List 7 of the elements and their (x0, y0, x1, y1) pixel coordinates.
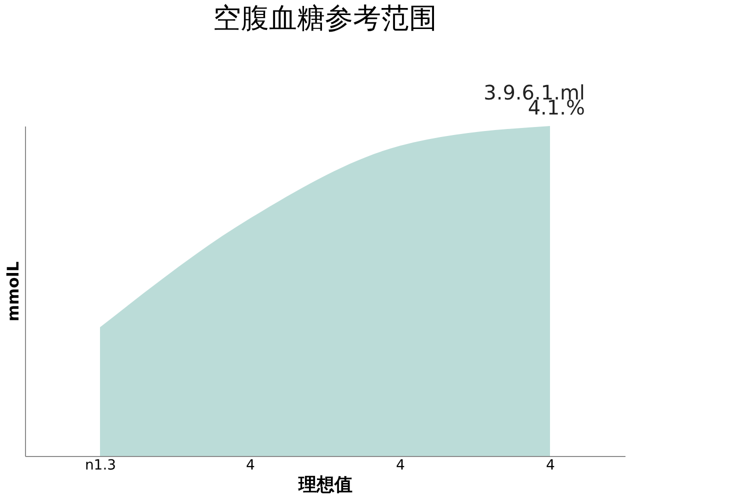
x-tick-label: n1.3 (84, 458, 116, 474)
x-tick-label: 4 (546, 458, 556, 474)
y-axis-title: mmolL (4, 261, 22, 322)
chart-title: 空腹血糖参考范围 (213, 2, 437, 34)
x-axis-title: 理想值 (298, 474, 352, 496)
x-tick-label: 4 (246, 458, 256, 474)
x-tick-label: 4 (396, 458, 406, 474)
